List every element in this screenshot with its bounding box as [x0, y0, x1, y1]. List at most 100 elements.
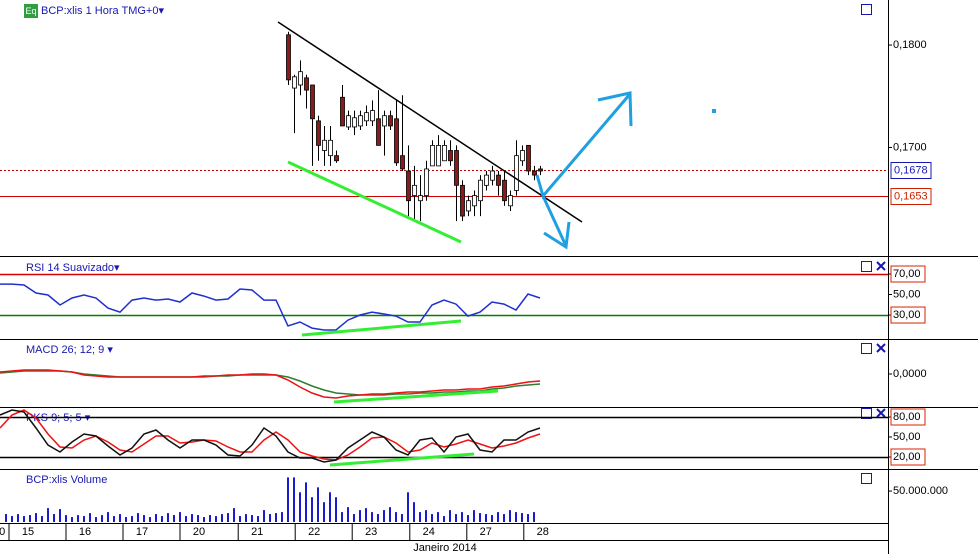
candle-body	[394, 118, 399, 164]
x-tick-label: 27	[480, 526, 492, 538]
close-icon[interactable]	[876, 408, 886, 418]
volume-bar	[515, 512, 517, 522]
close-icon[interactable]	[876, 343, 886, 353]
candle-body	[370, 110, 375, 122]
candle-body	[400, 155, 405, 170]
volume-bar	[359, 510, 361, 522]
candle-body	[460, 184, 465, 217]
volume-bar	[239, 516, 241, 522]
candle-body	[346, 115, 351, 128]
candle-body	[484, 174, 489, 186]
volume-bar	[209, 515, 211, 522]
candle-body	[304, 77, 309, 91]
candle-body	[352, 117, 357, 128]
support-line	[287, 160, 462, 244]
volume-bar	[449, 510, 451, 522]
candle-body	[364, 112, 369, 122]
volume-bar	[23, 516, 25, 522]
panel-title: BCP:xlis 1 Hora TMG+0▾	[41, 5, 164, 17]
x-tick-label: 24	[423, 526, 435, 538]
volume-bar	[329, 492, 331, 522]
x-tick-label: 0	[0, 526, 5, 538]
volume-bar	[17, 514, 19, 522]
maximize-icon[interactable]	[861, 343, 872, 354]
volume-bar	[311, 497, 313, 522]
candle-body	[490, 170, 495, 181]
candle-body	[424, 168, 429, 196]
y-tick-box	[890, 306, 926, 324]
volume-bar	[191, 514, 193, 522]
maximize-icon[interactable]	[861, 261, 872, 272]
volume-bar	[389, 507, 391, 522]
volume-bar	[251, 515, 253, 522]
panel-icons	[861, 4, 886, 484]
volume-bar	[413, 502, 415, 522]
candle-body	[430, 145, 435, 167]
x-tick-label: 20	[193, 526, 205, 538]
y-tick-label: 0,1700	[893, 141, 927, 153]
volume-bar	[293, 477, 295, 522]
volume-bar	[455, 514, 457, 522]
volume-bar	[107, 512, 109, 522]
maximize-icon[interactable]	[861, 408, 872, 419]
maximize-icon[interactable]	[861, 473, 872, 484]
volume-bar	[431, 514, 433, 522]
volume-bar	[77, 515, 79, 522]
candle-body	[310, 84, 315, 120]
y-tick-box	[890, 265, 926, 283]
volume-bar	[341, 512, 343, 522]
y-tick-label: 0,0000	[893, 368, 927, 380]
volume-bar	[419, 512, 421, 522]
candle-body	[478, 179, 483, 202]
indicator-line	[0, 409, 541, 463]
volume-bar	[101, 515, 103, 522]
indicator-line	[0, 283, 541, 331]
y-tick-label: 0,1800	[893, 39, 927, 51]
volume-bar	[347, 507, 349, 522]
volume-bar	[281, 512, 283, 522]
candle-body	[532, 170, 537, 176]
candle-body	[298, 71, 303, 86]
volume-bar	[407, 492, 409, 522]
maximize-icon[interactable]	[861, 4, 872, 15]
volume-bar	[491, 515, 493, 522]
candle-body	[496, 174, 501, 186]
volume-bar	[383, 510, 385, 522]
x-tick-label: 16	[79, 526, 91, 538]
candle-body	[286, 34, 291, 81]
volume-bar	[335, 497, 337, 522]
y-tick-box	[890, 448, 926, 466]
candle-body	[340, 96, 345, 127]
candle-body	[454, 150, 459, 186]
close-icon[interactable]	[876, 261, 886, 271]
volume-bar	[71, 517, 73, 522]
price-label-box	[890, 162, 932, 179]
volume-bar	[503, 514, 505, 522]
volume-bar	[215, 516, 217, 522]
volume-bar	[479, 513, 481, 522]
volume-bar	[497, 512, 499, 522]
volume-bar	[119, 514, 121, 522]
candle-body	[316, 120, 321, 146]
volume-bar	[41, 516, 43, 522]
volume-bar	[323, 502, 325, 522]
volume-bar	[269, 514, 271, 522]
forecast-arrows	[535, 91, 633, 250]
volume-bar	[233, 508, 235, 522]
pks-divergence-line	[329, 452, 475, 467]
price-label: 0,1678	[894, 164, 928, 176]
candle-body	[412, 184, 417, 196]
volume-bar	[365, 508, 367, 522]
volume-bar	[113, 516, 115, 522]
volume-bar	[149, 517, 151, 522]
volume-bar	[197, 515, 199, 522]
arrow-head	[597, 91, 633, 127]
y-tick-label: 50,00	[893, 288, 921, 300]
badge-icon[interactable]	[24, 4, 38, 18]
volume-bar	[257, 516, 259, 522]
volume-bar	[533, 512, 535, 522]
x-tick-label: 28	[537, 526, 549, 538]
y-tick-box	[890, 408, 926, 426]
